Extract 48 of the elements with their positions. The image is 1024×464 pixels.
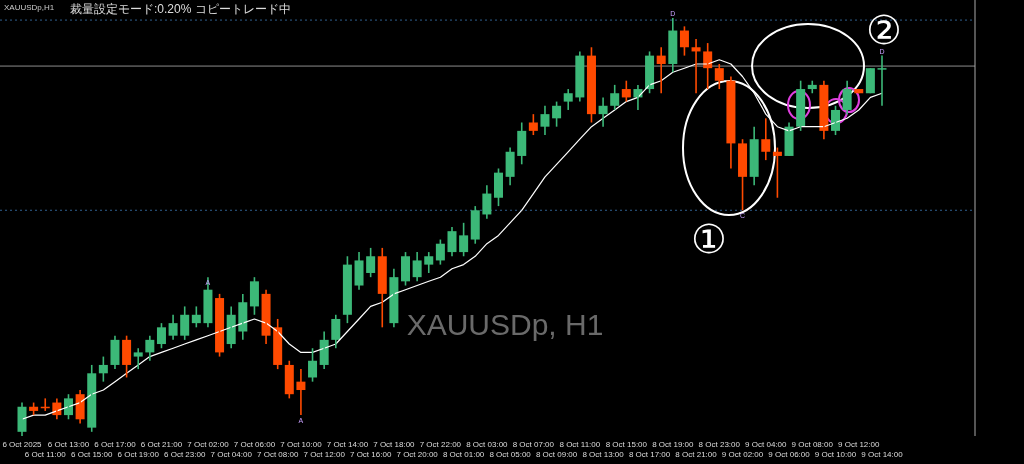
x-tick-label: 8 Oct 13:00: [582, 450, 625, 459]
x-tick-label: 7 Oct 04:00: [210, 450, 253, 459]
x-tick-label: 7 Oct 20:00: [396, 450, 439, 459]
x-tick-label: 9 Oct 04:00: [745, 440, 788, 449]
x-tick-label: 7 Oct 12:00: [303, 450, 346, 459]
text: XAUUSDp, H1: [406, 308, 604, 341]
x-tick-label: 8 Oct 01:00: [442, 450, 485, 459]
x-tick-label: 9 Oct 14:00: [861, 450, 904, 459]
x-tick-label: 7 Oct 22:00: [419, 440, 462, 449]
x-tick-label: 7 Oct 14:00: [326, 440, 369, 449]
x-tick-label: 9 Oct 02:00: [721, 450, 764, 459]
x-tick-label: 8 Oct 03:00: [466, 440, 509, 449]
candlestick: [133, 347, 143, 370]
x-tick-label: 7 Oct 06:00: [233, 440, 276, 449]
candlestick: [156, 322, 166, 350]
x-tick-label: 9 Oct 06:00: [768, 450, 811, 459]
x-tick-label: 6 Oct 17:00: [94, 440, 137, 449]
text: 裁量設定モード:0.20% コピートレード中: [70, 2, 291, 16]
x-tick-label: 7 Oct 08:00: [257, 450, 299, 459]
x-tick-label: 6 Oct 21:00: [140, 440, 183, 449]
candlestick: [877, 54, 887, 107]
chart-subtitle: XAUUSDp,H1: [4, 3, 55, 12]
x-tick-label: 7 Oct 18:00: [373, 440, 416, 449]
x-tick-label: 8 Oct 11:00: [559, 440, 601, 449]
x-tick-label: 6 Oct 2025: [2, 440, 43, 449]
x-tick-label: 8 Oct 07:00: [512, 440, 555, 449]
x-tick-label: 6 Oct 23:00: [164, 450, 206, 459]
x-tick-label: 6 Oct 19:00: [117, 450, 160, 459]
x-tick-label: 9 Oct 08:00: [791, 440, 834, 449]
x-tick-label: 7 Oct 02:00: [187, 440, 230, 449]
x-tick-label: 8 Oct 05:00: [489, 450, 532, 459]
x-tick-label: 9 Oct 12:00: [838, 440, 880, 449]
candlestick: [459, 222, 469, 258]
candlestick: [738, 138, 748, 212]
x-tick-label: 8 Oct 19:00: [652, 440, 695, 449]
candlestick: [366, 247, 376, 278]
x-tick-label: 8 Oct 23:00: [698, 440, 741, 449]
x-tick-label: 8 Oct 15:00: [605, 440, 648, 449]
x-tick-label: 7 Oct 16:00: [349, 450, 392, 459]
x-tick-label: 8 Oct 17:00: [628, 450, 671, 459]
x-tick-label: 6 Oct 15:00: [71, 450, 113, 459]
x-tick-label: 7 Oct 10:00: [280, 440, 323, 449]
x-tick-label: 8 Oct 21:00: [675, 450, 718, 459]
x-tick-label: 6 Oct 11:00: [24, 450, 67, 459]
x-tick-label: 6 Oct 13:00: [47, 440, 90, 449]
annotation: ①: [691, 217, 727, 261]
x-tick-label: 8 Oct 09:00: [535, 450, 578, 459]
x-tick-label: 9 Oct 10:00: [814, 450, 857, 459]
